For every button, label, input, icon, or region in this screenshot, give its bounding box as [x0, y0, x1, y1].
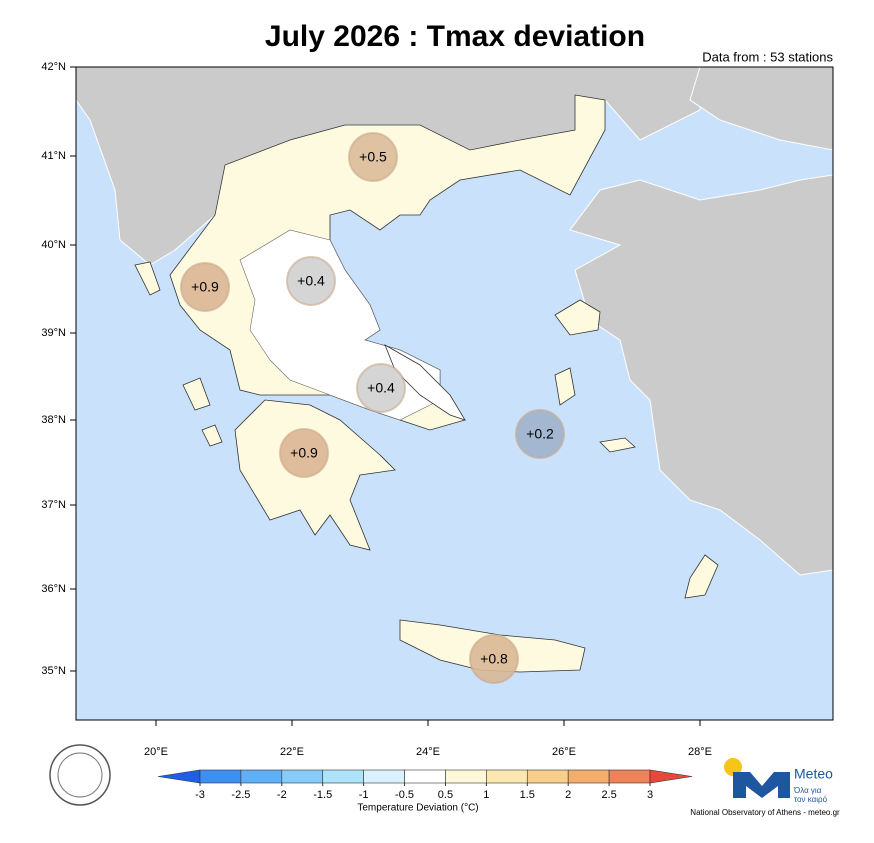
- station-label: +0.5: [359, 149, 387, 165]
- colorbar-extension: [649, 769, 693, 784]
- colorbar-bin: [363, 769, 405, 784]
- lat-label: 42°N: [41, 61, 66, 73]
- station-marker: [469, 634, 519, 684]
- colorbar-bin: [567, 769, 610, 784]
- colorbar-bin: [322, 769, 364, 784]
- lat-label: 41°N: [41, 150, 66, 162]
- colorbar-tick-label: 3: [647, 789, 653, 801]
- lat-label: 38°N: [41, 414, 66, 426]
- credit: National Observatory of Athens - meteo.g…: [690, 808, 840, 817]
- colorbar-tick-label: 1.5: [520, 789, 535, 801]
- colorbar-label: Temperature Deviation (°C): [357, 803, 478, 814]
- lon-label: 28°E: [688, 746, 712, 758]
- seal-outer: [49, 744, 111, 806]
- lat-label: 35°N: [41, 665, 66, 677]
- station-marker: [515, 409, 565, 459]
- lat-label: 40°N: [41, 239, 66, 251]
- map: [75, 66, 834, 721]
- colorbar-bin: [486, 769, 528, 784]
- title: July 2026 : Tmax deviation: [265, 20, 645, 53]
- colorbar-tick-label: 1: [483, 789, 489, 801]
- station-label: +0.8: [480, 651, 508, 667]
- seal: [49, 744, 111, 806]
- station-marker: [286, 256, 336, 306]
- station-label: +0.4: [367, 380, 395, 396]
- lon-label: 24°E: [416, 746, 440, 758]
- map-frame: [75, 66, 834, 721]
- lon-label: 22°E: [280, 746, 304, 758]
- logo: Meteo Όλα για τον καιρό: [724, 758, 833, 804]
- lat-label: 39°N: [41, 327, 66, 339]
- corfu: [134, 261, 161, 296]
- colorbar-tick-label: 2.5: [601, 789, 616, 801]
- source: Data from : 53 stations: [702, 49, 833, 64]
- colorbar-tick-label: -2.5: [231, 789, 250, 801]
- colorbar-tick-label: -2: [277, 789, 287, 801]
- logo-m: [733, 772, 790, 798]
- lesbos: [554, 299, 601, 336]
- station-label: +0.9: [290, 445, 318, 461]
- samos: [599, 437, 636, 453]
- chios: [554, 367, 576, 406]
- colorbar-tick-label: -0.5: [395, 789, 414, 801]
- colorbar-extension: [157, 769, 201, 784]
- colorbar-bin: [404, 769, 446, 784]
- colorbar-tick-label: -3: [195, 789, 205, 801]
- colorbar-tick-label: 2: [565, 789, 571, 801]
- logo-tagline: τον καιρό: [794, 795, 828, 804]
- station-marker: [356, 363, 406, 413]
- colorbar-tick-label: 0.5: [438, 789, 453, 801]
- rhodes: [684, 554, 719, 599]
- seal-inner: [57, 752, 103, 798]
- station-marker: [180, 262, 230, 312]
- lat-label: 36°N: [41, 583, 66, 595]
- logo-name: Meteo: [794, 766, 833, 782]
- colorbar-tick-label: -1.5: [313, 789, 332, 801]
- station-label: +0.2: [526, 426, 554, 442]
- station-label: +0.4: [297, 273, 325, 289]
- colorbar-bin: [240, 769, 283, 784]
- logo-tagline: Όλα για: [793, 786, 822, 795]
- colorbar-bin: [199, 769, 242, 784]
- station-marker: [279, 428, 329, 478]
- station-marker: [348, 132, 398, 182]
- lon-label: 20°E: [144, 746, 168, 758]
- colorbar-bin: [526, 769, 569, 784]
- colorbar-tick-label: -1: [359, 789, 369, 801]
- colorbar-bin: [281, 769, 324, 784]
- zakynthos: [201, 424, 223, 447]
- logo-sun: [724, 758, 742, 776]
- station-label: +0.9: [191, 279, 219, 295]
- colorbar-bin: [608, 769, 651, 784]
- kefalonia: [182, 377, 211, 411]
- lon-label: 26°E: [552, 746, 576, 758]
- colorbar-bin: [445, 769, 487, 784]
- lat-label: 37°N: [41, 499, 66, 511]
